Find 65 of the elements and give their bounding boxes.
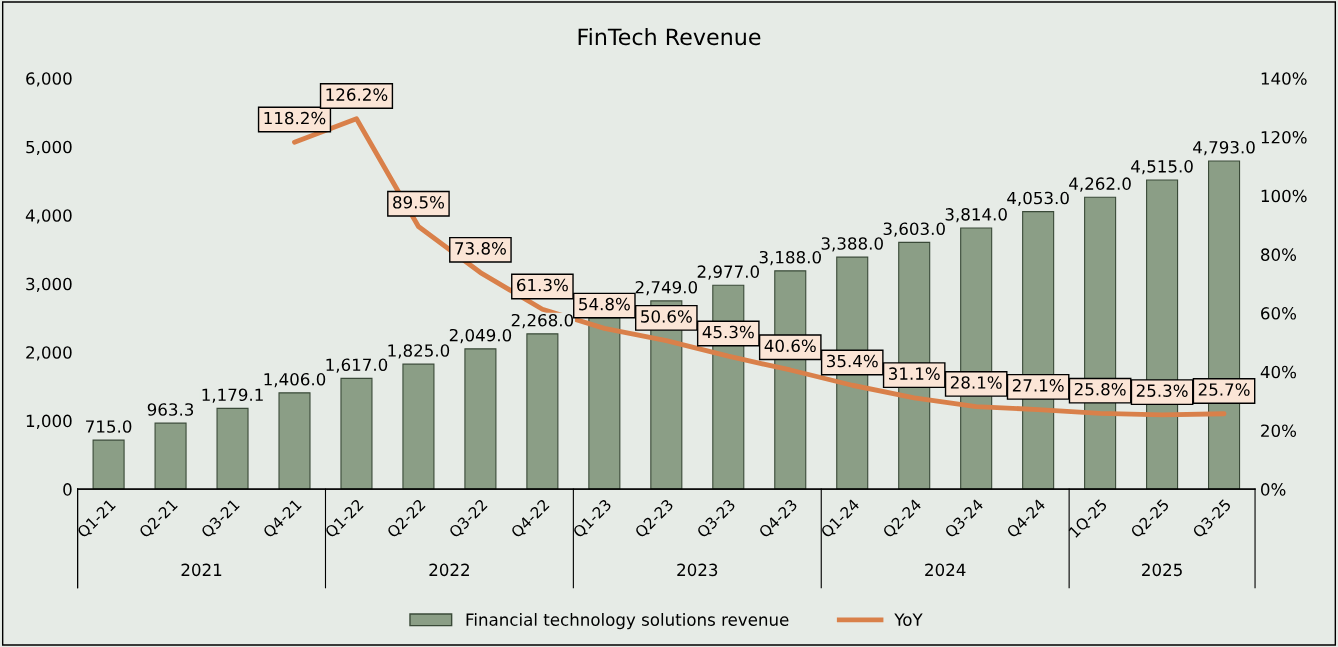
y2-tick-label: 120%: [1261, 130, 1307, 144]
text: 2022: [429, 563, 469, 577]
bar: [278, 392, 311, 490]
y-tick-label: 3,000: [26, 277, 72, 292]
data-label: 25.7%: [1198, 383, 1250, 396]
y-tick-label: 4,000: [25, 209, 72, 224]
data-label: 3,814.0: [945, 208, 1007, 223]
data-label: 3,603.0: [883, 222, 945, 237]
data-label: 25.3%: [1136, 384, 1188, 397]
text: 2024: [925, 563, 966, 577]
bar: [216, 407, 249, 490]
y-tick-label: 2,000: [26, 346, 72, 361]
chart-title: FinTech Revenue: [578, 28, 761, 46]
data-label: 35.4%: [827, 354, 878, 368]
y-tick-label: 1,000: [26, 414, 72, 429]
data-label: 27.1%: [1012, 379, 1064, 392]
data-label: 3,188.0: [759, 250, 821, 266]
data-label: 73.8%: [455, 242, 506, 255]
y2-tick-label: 20%: [1261, 424, 1297, 438]
data-label: 4,262.0: [1069, 177, 1131, 192]
y2-tick-label: 0%: [1261, 483, 1286, 496]
data-label: 1,179.1: [202, 388, 263, 403]
data-label: 31.1%: [889, 367, 940, 380]
data-label: 118.2%: [264, 111, 326, 125]
bar: [154, 422, 187, 490]
data-label: 40.6%: [764, 339, 816, 353]
data-label: 4,793.0: [1193, 140, 1255, 156]
bar: [340, 377, 373, 490]
data-label: 4,053.0: [1007, 191, 1069, 206]
data-label: 1,617.0: [326, 358, 388, 373]
data-label: 2,749.0: [635, 280, 698, 296]
y2-tick-label: 60%: [1261, 307, 1297, 320]
y2-tick-label: 80%: [1261, 248, 1297, 261]
data-label: 50.6%: [641, 310, 692, 323]
data-label: 2,977.0: [697, 265, 759, 280]
y-tick-label: 5,000: [26, 140, 72, 156]
data-label: 25.8%: [1074, 382, 1126, 396]
data-label: 89.5%: [393, 195, 444, 209]
y2-tick-label: 140%: [1261, 72, 1307, 85]
legend-label: YoY: [894, 613, 923, 626]
y-tick-label: 0: [63, 483, 72, 496]
y-tick-label: 6,000: [26, 72, 72, 87]
data-label: 126.2%: [326, 88, 388, 101]
y2-tick-label: 100%: [1261, 189, 1307, 203]
data-label: 61.3%: [517, 278, 568, 292]
data-label: 963.3: [147, 403, 194, 416]
data-label: 45.3%: [702, 325, 754, 339]
data-label: 4,515.0: [1131, 160, 1193, 175]
data-label: 2,049.0: [449, 328, 512, 344]
data-label: 2,268.0: [511, 313, 574, 329]
data-label: 54.8%: [579, 297, 630, 311]
text: 2021: [181, 563, 222, 577]
data-label: 1,825.0: [388, 344, 450, 359]
bar: [464, 348, 497, 490]
y2-tick-label: 40%: [1260, 365, 1297, 379]
data-label: 3,388.0: [821, 237, 883, 252]
text: 2025: [1142, 563, 1182, 577]
legend-label: Financial technology solutions revenue: [466, 613, 789, 630]
data-label: 715.0: [86, 420, 132, 433]
bar: [526, 333, 559, 490]
data-label: 1,406.0: [264, 372, 326, 388]
text: 2023: [677, 563, 718, 577]
data-label: 28.1%: [950, 376, 1002, 389]
bar: [92, 439, 125, 490]
bar: [402, 363, 435, 490]
